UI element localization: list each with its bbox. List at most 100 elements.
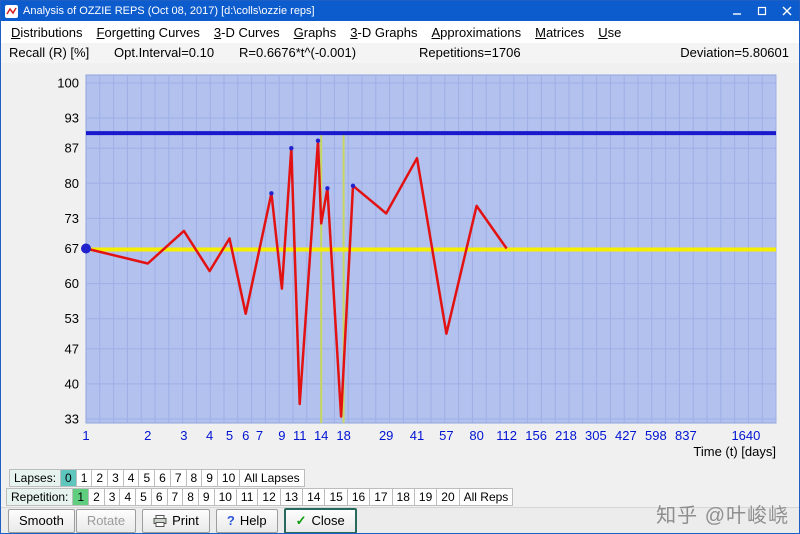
repetition-label: Repetition:: [6, 488, 74, 506]
lapses-option-6[interactable]: 6: [154, 469, 171, 487]
x-tick-label: 427: [615, 428, 637, 443]
repetition-option-14[interactable]: 14: [302, 488, 326, 506]
lapses-option-1[interactable]: 1: [75, 469, 93, 487]
repetition-option-16[interactable]: 16: [346, 488, 371, 506]
help-icon: ?: [226, 513, 235, 528]
repetition-option-15[interactable]: 15: [324, 488, 348, 506]
regression-formula: R=0.6676*t^(-0.001): [239, 45, 357, 60]
data-point-marker: [350, 183, 356, 188]
window-controls: [724, 1, 799, 21]
x-tick-label: 1: [82, 428, 89, 443]
repetitions-count: Repetitions=1706: [419, 45, 521, 60]
repetition-option-2[interactable]: 2: [88, 488, 105, 506]
help-button[interactable]: ? Help: [215, 508, 278, 533]
repetition-option-19[interactable]: 19: [413, 488, 438, 506]
printer-icon: [153, 514, 167, 527]
y-tick-label: 47: [65, 341, 79, 356]
menu-item-3-d-curves[interactable]: 3-D Curves: [213, 24, 280, 40]
smooth-button[interactable]: Smooth: [8, 508, 75, 533]
y-tick-label: 93: [65, 111, 79, 126]
x-tick-label: 18: [336, 428, 350, 443]
y-tick-label: 60: [65, 276, 79, 291]
x-tick-label: 11: [293, 428, 307, 443]
lapses-option-4[interactable]: 4: [122, 469, 140, 487]
lapses-option-8[interactable]: 8: [185, 469, 203, 487]
lapses-option-10[interactable]: 10: [216, 469, 241, 487]
bottom-toolbar: Smooth Rotate Print ? Help ✓ Close: [1, 507, 799, 533]
y-tick-label: 40: [65, 376, 79, 391]
minimize-button[interactable]: [724, 1, 749, 21]
repetition-option-4[interactable]: 4: [119, 488, 137, 506]
lapses-option-0[interactable]: 0: [60, 469, 77, 487]
repetition-option-9[interactable]: 9: [197, 488, 215, 506]
y-tick-label: 87: [65, 141, 79, 156]
deviation-value: Deviation=5.80601: [680, 45, 789, 60]
check-icon: ✓: [295, 512, 307, 528]
lapses-all-button[interactable]: All Lapses: [239, 469, 305, 487]
x-tick-label: 29: [379, 428, 393, 443]
info-bar: Recall (R) [%] Opt.Interval=0.10 R=0.667…: [1, 43, 799, 63]
data-point-marker: [289, 146, 294, 151]
lapses-option-7[interactable]: 7: [169, 469, 187, 487]
menu-item-distributions[interactable]: Distributions: [11, 24, 83, 40]
repetition-strip: Repetition: 1 2 3 4 5 6 7 8 9 10 11 12 13 14 15 16 17 18 19…: [6, 488, 514, 506]
x-tick-label: 1640: [731, 428, 760, 443]
menu-item-forgetting-curves[interactable]: Forgetting Curves: [96, 24, 200, 40]
menu-item-approximations[interactable]: Approximations: [431, 24, 522, 40]
help-button-label: Help: [239, 513, 267, 528]
repetition-option-10[interactable]: 10: [213, 488, 237, 506]
lapses-option-5[interactable]: 5: [138, 469, 156, 487]
lapses-option-2[interactable]: 2: [91, 469, 109, 487]
repetition-option-12[interactable]: 12: [257, 488, 281, 506]
repetition-option-18[interactable]: 18: [391, 488, 415, 506]
smooth-button-label: Smooth: [19, 513, 64, 528]
repetition-option-5[interactable]: 5: [135, 488, 152, 506]
x-tick-label: 218: [555, 428, 577, 443]
forgetting-curve-chart: 100 93 87 80 73 67 60 53 47 40 33 1 2 3 4 5 6 7 9 11 14 18 29 4…: [1, 63, 799, 467]
repetition-option-20[interactable]: 20: [436, 488, 460, 506]
lapses-option-3[interactable]: 3: [107, 469, 124, 487]
y-tick-label: 80: [65, 176, 79, 191]
rotate-button[interactable]: Rotate: [75, 508, 137, 533]
recall-axis-label: Recall (R) [%]: [9, 45, 90, 60]
x-tick-label: 57: [439, 428, 453, 443]
repetition-option-1[interactable]: 1: [72, 488, 90, 506]
menu-item-use[interactable]: Use: [598, 24, 622, 40]
x-tick-label: 5: [226, 428, 233, 443]
y-tick-label: 53: [65, 311, 79, 326]
x-tick-label: 4: [206, 428, 213, 443]
x-tick-label: 112: [496, 428, 517, 443]
rotate-button-label: Rotate: [86, 513, 126, 528]
x-tick-label: 6: [242, 428, 249, 443]
y-tick-label: 33: [65, 412, 79, 427]
close-window-button[interactable]: [774, 1, 799, 21]
print-button[interactable]: Print: [142, 508, 210, 533]
maximize-button[interactable]: [749, 1, 774, 21]
lapses-option-9[interactable]: 9: [201, 469, 218, 487]
repetition-option-8[interactable]: 8: [182, 488, 199, 506]
repetition-all-button[interactable]: All Reps: [458, 488, 514, 506]
start-point-marker: [81, 243, 91, 254]
data-point-marker: [269, 191, 274, 196]
y-tick-label: 73: [65, 211, 79, 226]
repetition-option-17[interactable]: 17: [369, 488, 393, 506]
repetition-option-13[interactable]: 13: [279, 488, 304, 506]
x-axis-title: Time (t) [days]: [693, 444, 776, 459]
menu-bar: Distributions Forgetting Curves 3-D Curves…: [1, 21, 799, 44]
y-tick-label: 100: [57, 76, 79, 91]
repetition-option-3[interactable]: 3: [103, 488, 121, 506]
close-button-label: Close: [311, 513, 345, 528]
repetition-option-11[interactable]: 11: [235, 488, 259, 506]
menu-item-graphs[interactable]: Graphs: [293, 24, 337, 40]
menu-item-matrices[interactable]: Matrices: [535, 24, 585, 40]
x-tick-label: 837: [675, 428, 697, 443]
menu-item-3-d-graphs[interactable]: 3-D Graphs: [350, 24, 418, 40]
lapses-strip: Lapses: 0 1 2 3 4 5 6 7 8 9 10 All Lapses: [9, 469, 305, 487]
repetition-option-6[interactable]: 6: [150, 488, 168, 506]
repetition-option-7[interactable]: 7: [166, 488, 184, 506]
x-tick-label: 14: [314, 428, 328, 443]
close-button[interactable]: ✓ Close: [283, 507, 357, 533]
window-title: Analysis of OZZIE REPS (Oct 08, 2017) [d…: [23, 5, 315, 17]
data-point-marker: [315, 138, 321, 143]
